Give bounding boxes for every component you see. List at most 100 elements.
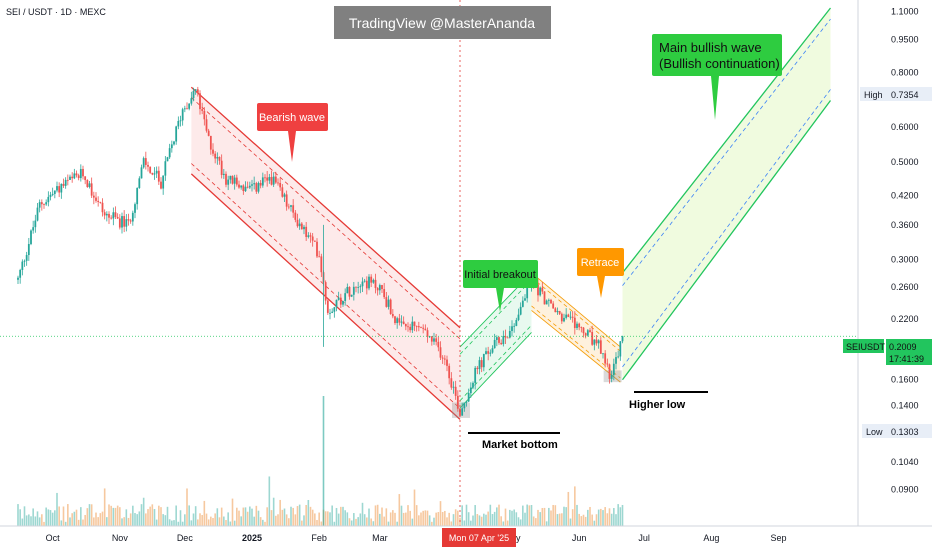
candle-body xyxy=(400,321,403,323)
candle-body xyxy=(30,230,32,245)
volume-bar xyxy=(537,509,539,526)
volume-bar xyxy=(344,510,346,526)
volume-bar xyxy=(123,517,125,526)
volume-bar xyxy=(186,488,188,526)
volume-bar xyxy=(405,512,407,526)
candle-body xyxy=(105,213,108,216)
volume-bar xyxy=(613,508,615,526)
candle-body xyxy=(381,285,383,290)
volume-bar xyxy=(474,505,476,526)
volume-bar xyxy=(519,519,522,526)
candle-body xyxy=(539,287,542,296)
volume-bar xyxy=(73,511,76,526)
candle-body xyxy=(378,285,381,291)
volume-bar xyxy=(383,516,385,526)
volume-bar xyxy=(435,512,437,526)
candle-body xyxy=(212,149,214,154)
volume-bar xyxy=(294,514,297,526)
volume-bar xyxy=(452,514,455,526)
candle-body xyxy=(463,402,466,409)
candle-body xyxy=(339,297,342,305)
candle-body xyxy=(259,182,262,186)
channel-fill xyxy=(191,87,461,420)
candle-body xyxy=(97,200,100,202)
candle-body xyxy=(251,184,253,186)
volume-bar xyxy=(67,504,69,526)
volume-bar xyxy=(38,517,41,526)
candle-body xyxy=(285,194,288,207)
candle-body xyxy=(604,353,607,364)
candle-body xyxy=(203,110,206,120)
candle-body xyxy=(467,393,470,402)
candle-body xyxy=(350,294,353,297)
volume-bar xyxy=(489,504,492,526)
candle-body xyxy=(593,339,596,345)
candle-body xyxy=(300,223,303,230)
candle-body xyxy=(298,223,301,227)
candle-body xyxy=(584,333,587,336)
candle-body xyxy=(452,386,455,388)
volume-bar xyxy=(526,504,528,526)
symbol-title[interactable]: SEI / USDT · 1D · MEXC xyxy=(6,7,106,17)
volume-bar xyxy=(242,507,245,526)
volume-bar xyxy=(45,507,47,526)
volume-bar xyxy=(90,504,93,526)
volume-bar xyxy=(140,504,143,526)
volume-bar xyxy=(125,509,128,526)
volume-bar xyxy=(285,514,288,526)
candle-body xyxy=(242,185,245,192)
volume-bar xyxy=(387,521,390,526)
candle-body xyxy=(489,352,492,354)
higher-low-highlight xyxy=(603,370,622,383)
price-tick-label: 0.1600 xyxy=(891,375,919,385)
price-tick-label: 0.2200 xyxy=(891,314,919,324)
candle-body xyxy=(569,316,572,318)
volume-bar xyxy=(470,520,472,526)
market-bottom-label: Market bottom xyxy=(482,439,558,451)
volume-bar xyxy=(589,506,591,526)
volume-bar xyxy=(114,507,117,526)
candle-body xyxy=(454,386,457,396)
candle-body xyxy=(560,313,563,322)
volume-bar xyxy=(227,512,229,526)
candle-body xyxy=(194,89,197,92)
candle-body xyxy=(196,89,199,94)
candle-body xyxy=(131,212,134,222)
svg-text:0.7354: 0.7354 xyxy=(891,90,919,100)
candle-body xyxy=(602,353,604,355)
volume-bar xyxy=(530,504,533,526)
volume-bar xyxy=(58,506,60,526)
price-axis[interactable]: 1.10000.95000.80000.70000.60000.50000.42… xyxy=(857,0,919,526)
candle-body xyxy=(231,175,234,184)
volume-bar xyxy=(307,500,310,526)
volume-bar xyxy=(19,509,21,526)
volume-bar xyxy=(129,513,132,526)
channel-inner-guide xyxy=(459,279,532,355)
candle-body xyxy=(508,330,511,338)
candle-body xyxy=(391,314,394,317)
volume-bar xyxy=(220,507,223,526)
volume-bar xyxy=(223,516,225,526)
candle-body xyxy=(121,216,123,228)
svg-text:Low: Low xyxy=(866,427,883,437)
candle-body xyxy=(433,338,435,342)
volume-bar xyxy=(21,518,24,526)
candle-body xyxy=(348,286,351,297)
volume-bar xyxy=(166,506,169,526)
volume-bar xyxy=(359,513,362,526)
volume-bar xyxy=(218,517,221,526)
channel-fill xyxy=(531,272,621,383)
candle-body xyxy=(101,202,104,213)
candle-body xyxy=(478,360,481,370)
svg-text:Bearish wave: Bearish wave xyxy=(259,112,325,124)
volume-bar xyxy=(563,506,565,526)
candle-body xyxy=(413,321,416,326)
candle-body xyxy=(272,176,275,185)
time-tick-label: Nov xyxy=(112,533,129,543)
volume-bar xyxy=(25,515,28,526)
candle-body xyxy=(415,325,418,327)
volume-bar xyxy=(296,506,299,526)
candle-body xyxy=(398,318,401,323)
volume-bar xyxy=(240,516,242,526)
